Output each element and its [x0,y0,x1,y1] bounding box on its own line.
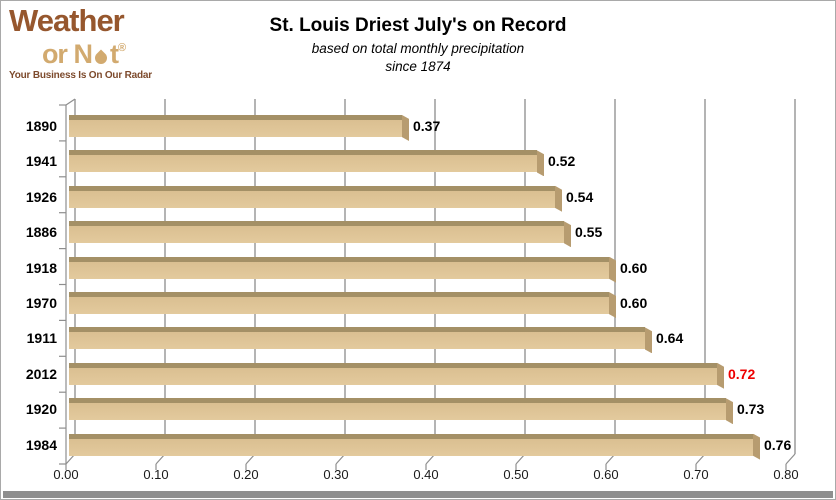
logo-text-or-n: or N [41,39,93,69]
bar-top-edge [69,433,753,439]
bar-face [69,190,555,208]
y-axis-category-label: 1886 [25,224,57,241]
bar-top-edge [69,362,717,368]
bar [69,115,409,141]
bar-value-label: 0.60 [620,295,648,311]
weather-or-not-logo: Weather or N t® Your Business Is On Our R… [9,3,159,82]
registered-trademark-symbol: ® [117,42,127,54]
bar-value-label: 0.54 [566,188,594,205]
bar-end-cap [402,115,409,141]
logo-text-t: t [109,39,119,69]
bar [69,150,544,177]
bar-top-edge [69,185,555,191]
y-axis-category-label: 1918 [25,259,57,276]
bar [69,362,724,389]
bar-end-cap [564,221,571,248]
y-axis-category-label: 1984 [25,436,57,453]
bar-value-label: 0.73 [737,401,765,418]
bar-value-label: 0.52 [548,153,576,170]
bar-value-label: 0.37 [413,118,441,134]
logo-text-weather: Weather [9,3,125,38]
logo-tagline: Your Business Is On Our Radar [9,70,152,81]
bar-top-edge [69,150,537,156]
bar-face [69,403,726,421]
bar-face [69,261,609,279]
bar-top-edge [69,256,609,262]
bar-end-cap [753,433,760,460]
bar-value-label: 0.55 [575,224,603,241]
bar [69,398,733,425]
logo-text-or-not: or N t® [9,35,159,69]
bar [69,433,760,460]
bar [69,221,571,248]
bar-top-edge [69,398,726,404]
y-axis-category-label: 2012 [25,365,57,382]
bar-value-label: 0.64 [656,330,684,347]
bar [69,327,652,354]
bar-face [69,120,402,137]
y-axis-category-label: 1941 [25,153,57,170]
bar-face [69,332,645,350]
bar-value-label: 0.72 [728,365,756,382]
bar-end-cap [609,292,616,318]
bar-face [69,438,753,456]
bar-end-cap [717,362,724,389]
bar-top-edge [69,221,564,227]
y-axis-category-label: 1920 [25,401,57,418]
bar [69,185,562,212]
bar-end-cap [726,398,733,425]
bottom-gray-bar [3,491,833,498]
y-axis-category-label: 1970 [25,295,57,311]
bar-top-edge [69,115,402,120]
bar-top-edge [69,292,609,297]
bar-face [69,226,564,244]
bar-end-cap [609,256,616,283]
bar-value-label: 0.60 [620,259,648,276]
bar-face [69,155,537,173]
bar-value-label: 0.76 [764,436,792,453]
y-axis-category-label: 1911 [26,330,57,347]
y-axis-category-label: 1890 [25,118,57,134]
bar-end-cap [537,150,544,177]
bar-top-edge [69,327,645,333]
bar-end-cap [555,185,562,212]
bar [69,292,616,318]
y-axis-category-label: 1926 [25,188,57,205]
bar-face [69,367,717,385]
bar-end-cap [645,327,652,354]
bar-face [69,297,609,314]
bar [69,256,616,283]
